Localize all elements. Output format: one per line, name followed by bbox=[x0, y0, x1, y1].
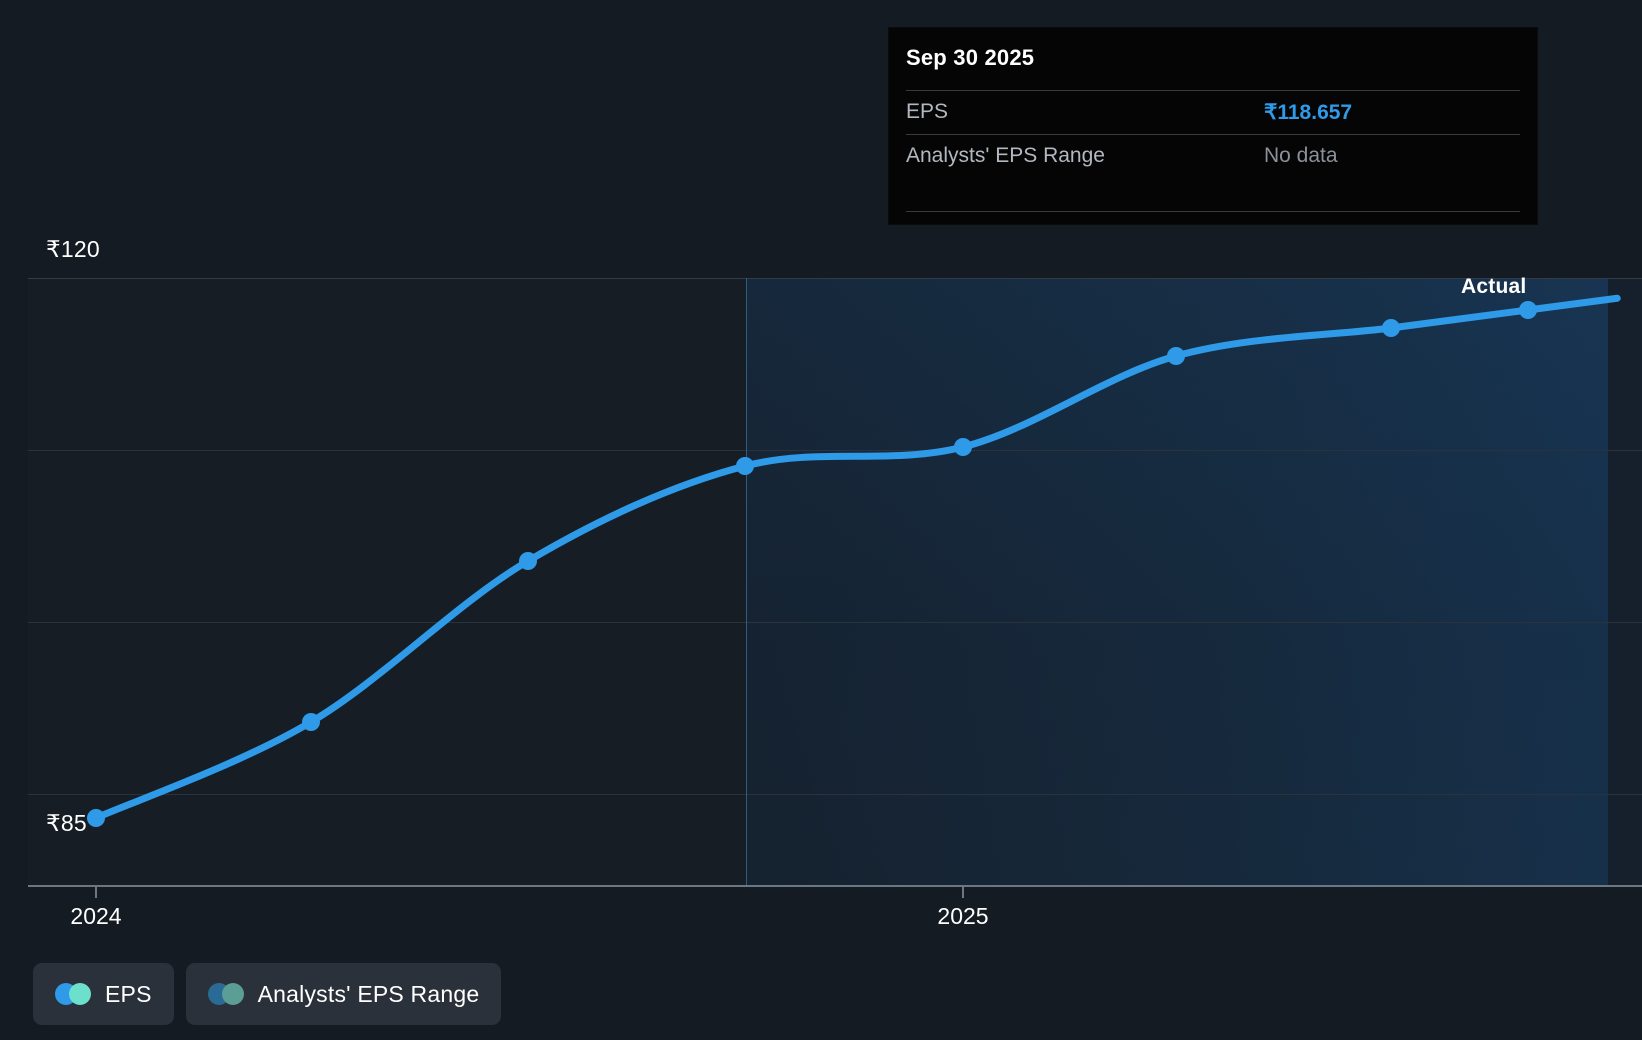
x-axis-tick-2025 bbox=[962, 887, 964, 898]
eps-line-path bbox=[92, 294, 1621, 822]
gridline-1 bbox=[28, 278, 1642, 279]
legend-item-eps[interactable]: EPS bbox=[33, 963, 174, 1025]
tooltip-row-eps: EPS ₹118.657 bbox=[906, 100, 1520, 132]
legend-label-analysts-eps-range: Analysts' EPS Range bbox=[257, 980, 480, 1007]
eps-data-point[interactable] bbox=[87, 809, 105, 827]
eps-data-point[interactable] bbox=[954, 438, 972, 456]
plot-background-forecast bbox=[746, 278, 1608, 885]
eps-data-point[interactable] bbox=[1519, 301, 1537, 319]
eps-data-point[interactable] bbox=[1167, 347, 1185, 365]
x-axis-line bbox=[28, 885, 1642, 887]
eps-point-markers bbox=[87, 301, 1537, 827]
eps-tooltip: Sep 30 2025 EPS ₹118.657 Analysts' EPS R… bbox=[889, 28, 1537, 224]
legend-swatch-analysts-range-icon bbox=[207, 983, 244, 1005]
actual-series-label: Actual bbox=[1461, 275, 1527, 298]
eps-data-point[interactable] bbox=[1382, 319, 1400, 337]
x-axis-tick-2024 bbox=[95, 887, 97, 898]
tooltip-row-eps-label: EPS bbox=[906, 100, 949, 123]
chart-legend: EPS Analysts' EPS Range bbox=[33, 963, 502, 1025]
tooltip-divider-2 bbox=[906, 134, 1520, 135]
tooltip-row-eps-value: ₹118.657 bbox=[1264, 101, 1353, 124]
gridline-3 bbox=[28, 622, 1642, 623]
eps-data-point[interactable] bbox=[736, 457, 754, 475]
gridline-2 bbox=[28, 450, 1642, 451]
eps-data-point[interactable] bbox=[302, 713, 320, 731]
legend-swatch-eps-icon bbox=[55, 983, 91, 1005]
legend-dot-secondary bbox=[221, 983, 244, 1005]
tooltip-row-analysts-range-label: Analysts' EPS Range bbox=[906, 144, 1105, 167]
tooltip-row-analysts-range-value: No data bbox=[1264, 144, 1338, 167]
legend-dot-secondary bbox=[69, 983, 91, 1005]
forecast-divider-line bbox=[746, 278, 747, 886]
plot-background-right-edge bbox=[1608, 278, 1642, 885]
gridline-4 bbox=[28, 794, 1642, 795]
tooltip-date-title: Sep 30 2025 bbox=[906, 45, 1035, 70]
plot-background-historical bbox=[28, 278, 746, 885]
eps-data-point[interactable] bbox=[519, 552, 537, 570]
tooltip-divider-3 bbox=[906, 211, 1520, 212]
legend-label-eps: EPS bbox=[105, 980, 152, 1007]
x-axis-label-2025: 2025 bbox=[937, 903, 989, 929]
tooltip-row-analysts-range: Analysts' EPS Range No data bbox=[906, 144, 1520, 176]
y-axis-label-min: ₹85 bbox=[46, 810, 87, 836]
tooltip-divider-1 bbox=[906, 90, 1520, 91]
legend-item-analysts-eps-range[interactable]: Analysts' EPS Range bbox=[185, 963, 502, 1025]
y-axis-label-max: ₹120 bbox=[46, 236, 100, 262]
x-axis-label-2024: 2024 bbox=[70, 903, 122, 929]
